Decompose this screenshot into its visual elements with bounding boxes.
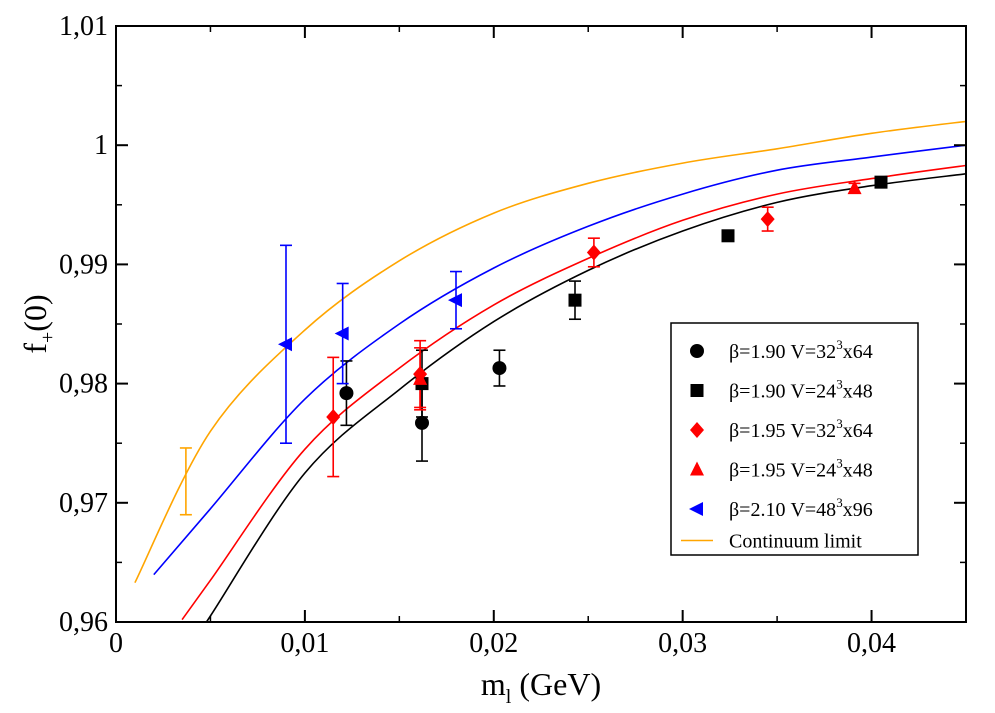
y-tick-label: 1	[94, 130, 108, 161]
data-point-1-1	[568, 293, 582, 307]
x-axis-label: ml (GeV)	[481, 666, 601, 708]
data-point-3-0	[413, 370, 428, 385]
fit-curve-2	[153, 144, 966, 576]
legend-marker-4	[689, 502, 703, 516]
legend-label-3: β=1.95 V=243x48	[729, 456, 873, 482]
x-axis-label-main: m	[481, 666, 506, 702]
fit-curve-0	[205, 173, 966, 622]
y-tick-label: 0,97	[59, 488, 108, 519]
legend-entry-3: β=1.95 V=243x48	[690, 456, 873, 482]
x-axis-ticks: 0 0,01 0,02 0,03 0,04	[109, 26, 896, 659]
data-point-4-2	[448, 293, 462, 308]
x-tick-label: 0,01	[280, 628, 329, 659]
data-point-4-1	[334, 326, 349, 341]
x-axis-label-rest: (GeV)	[511, 666, 601, 702]
error-bar-5-0	[179, 447, 192, 516]
legend-label-5: Continuum limit	[729, 531, 862, 553]
legend-label-0: β=1.90 V=323x64	[729, 337, 873, 363]
legend-marker-1	[690, 384, 704, 397]
fit-curves	[134, 120, 966, 622]
data-point-4-0	[278, 337, 292, 352]
legend-entry-0: β=1.90 V=323x64	[690, 337, 873, 363]
legend-label-2: β=1.95 V=323x64	[729, 416, 873, 442]
legend: β=1.90 V=323x64 β=1.90 V=243x48 β=1.95 V=3…	[670, 322, 919, 556]
data-point-2-2	[586, 244, 601, 261]
data-point-0-1	[415, 415, 429, 430]
y-axis-label: f+(0)	[17, 294, 59, 353]
legend-marker-3	[690, 461, 704, 476]
legend-entry-2: β=1.95 V=323x64	[690, 416, 873, 442]
y-axis-label-sub: +	[37, 332, 59, 343]
data-point-1-2	[721, 229, 735, 243]
fit-curve-3	[134, 120, 966, 584]
legend-marker-0	[690, 344, 704, 358]
fit-curve-1	[181, 164, 966, 621]
legend-entry-4: β=2.10 V=483x96	[689, 495, 873, 521]
data-point-1-3	[874, 175, 888, 189]
y-axis-ticks: 0,96 0,97 0,98 0,99 1 1,01	[59, 11, 966, 638]
legend-label-1: β=1.90 V=243x48	[729, 377, 873, 403]
data-point-2-3	[760, 211, 775, 228]
legend-marker-2	[690, 422, 704, 438]
data-point-3-1	[847, 180, 862, 195]
legend-entry-5: Continuum limit	[681, 531, 862, 553]
legend-box	[670, 322, 919, 556]
y-axis-label-main: f	[17, 343, 53, 354]
data-point-2-0	[326, 408, 341, 425]
x-tick-label: 0,04	[847, 628, 896, 659]
x-axis-label-sub: l	[506, 686, 512, 708]
x-tick-label: 0,02	[469, 628, 518, 659]
y-tick-label: 0,99	[59, 249, 108, 280]
x-tick-label: 0	[109, 628, 123, 659]
legend-entry-1: β=1.90 V=243x48	[690, 377, 873, 403]
data-point-0-2	[492, 361, 507, 376]
data-markers	[278, 175, 888, 430]
data-point-0-0	[339, 386, 354, 401]
x-tick-label: 0,03	[658, 628, 707, 659]
legend-label-4: β=2.10 V=483x96	[729, 495, 873, 521]
y-axis-label-rest: (0)	[17, 294, 53, 331]
y-tick-label: 1,01	[59, 11, 108, 42]
y-tick-label: 0,98	[59, 369, 108, 400]
y-tick-label: 0,96	[59, 607, 108, 638]
